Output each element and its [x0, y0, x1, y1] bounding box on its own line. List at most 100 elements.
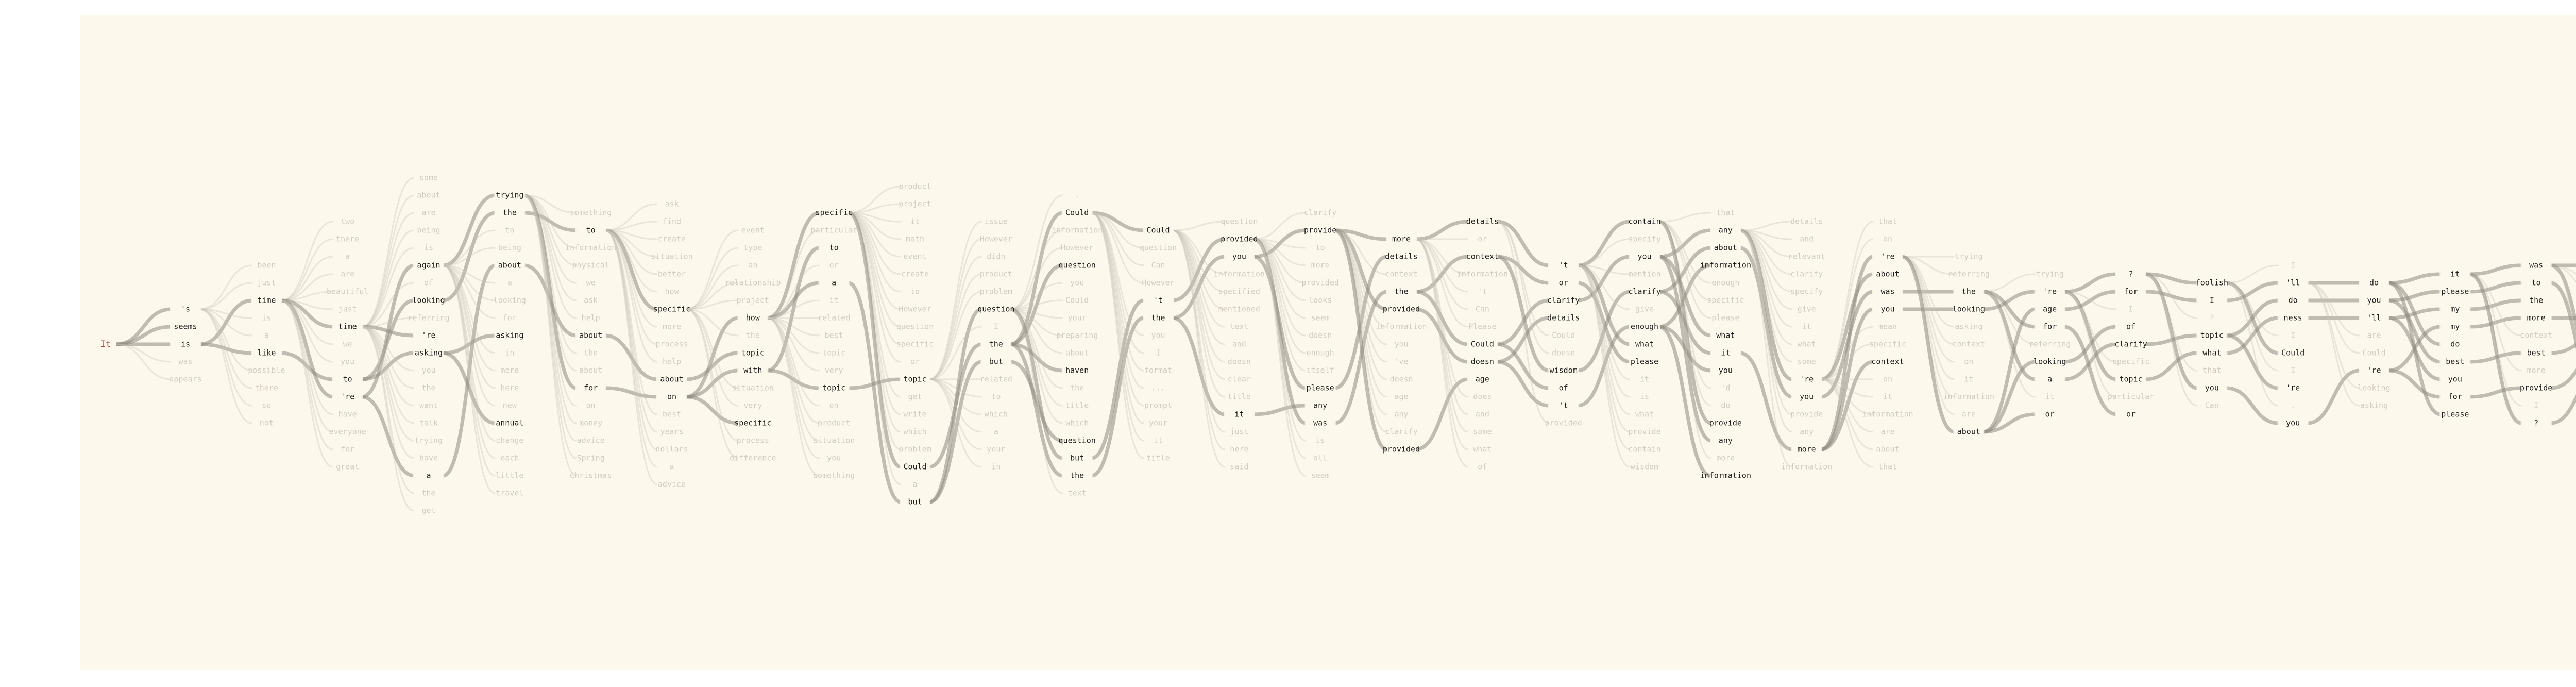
token: which — [1065, 418, 1089, 428]
edge-faint — [1172, 229, 1225, 328]
token: great — [336, 462, 359, 472]
token: best — [2446, 357, 2464, 366]
token: in — [505, 348, 514, 358]
token: Could — [2281, 348, 2304, 358]
edge-strong — [2550, 281, 2576, 350]
edge-strong — [1091, 298, 1144, 460]
edge-faint — [2064, 291, 2117, 398]
edge-strong — [767, 368, 820, 390]
token: Spring — [577, 454, 605, 463]
token-highlight — [2196, 348, 2228, 358]
edge-faint — [1010, 308, 1063, 354]
token: referring — [2029, 340, 2071, 349]
edge-faint — [443, 264, 496, 459]
token: context — [2520, 331, 2552, 340]
token: to — [829, 243, 839, 253]
token: you — [2448, 375, 2462, 384]
edge-strong — [605, 386, 658, 399]
edge-faint — [2226, 282, 2279, 407]
token-highlight — [1791, 445, 1822, 454]
token: find — [663, 217, 681, 226]
edge-faint — [1172, 229, 1225, 275]
token-highlight — [575, 226, 606, 235]
token: so — [262, 401, 271, 410]
token-highlight — [1953, 427, 1985, 437]
token: asking — [2360, 401, 2388, 410]
token: 're — [421, 331, 435, 340]
token: I — [2291, 261, 2295, 270]
token: you — [2205, 383, 2219, 393]
token: information — [565, 243, 616, 253]
token: please — [1307, 383, 1334, 393]
token: provided — [1383, 445, 1420, 454]
token-highlight — [1629, 252, 1660, 261]
token: you — [2367, 296, 2381, 305]
token: . — [2291, 401, 2295, 410]
token: information — [1781, 462, 1832, 472]
edge-faint — [929, 378, 982, 415]
token-highlight — [900, 497, 930, 507]
edge-faint — [767, 317, 820, 372]
token: you — [1880, 305, 1894, 314]
edge-faint — [1658, 221, 1711, 301]
token: you — [1232, 252, 1246, 261]
token: some — [1798, 357, 1816, 366]
token: is — [1640, 392, 1649, 401]
edge-strong — [1820, 307, 1874, 451]
token-highlight — [737, 313, 769, 323]
edge-strong — [1658, 220, 1712, 425]
token: years — [660, 427, 683, 437]
edge-strong — [2226, 316, 2279, 355]
token: clarify — [1790, 270, 1823, 279]
edge-faint — [1821, 378, 1874, 398]
token: what — [1716, 331, 1735, 340]
token: provide — [1628, 427, 1660, 437]
token-highlight — [1872, 357, 1903, 366]
token: you — [1070, 278, 1084, 288]
token: for — [341, 445, 354, 454]
token-highlight — [2439, 410, 2471, 419]
token: information — [1700, 471, 1751, 480]
token: clear — [1228, 375, 1251, 384]
token-highlight — [2196, 296, 2228, 305]
edge-faint — [2307, 282, 2360, 389]
token-highlight — [1304, 418, 1336, 428]
edge-strong — [2145, 272, 2198, 285]
edge-faint — [2145, 273, 2198, 407]
token: seems — [174, 322, 197, 331]
token-highlight — [1467, 217, 1498, 226]
token: 're — [341, 392, 354, 401]
edge-strong — [1658, 255, 1712, 443]
token: something — [570, 208, 612, 217]
edge-strong — [2064, 325, 2117, 364]
token-highlight — [1548, 278, 1579, 288]
token: please — [1631, 357, 1658, 366]
edge-faint — [686, 308, 739, 337]
edge-strong — [1982, 360, 2036, 434]
token: your — [987, 445, 1005, 454]
token: preparing — [1056, 331, 1098, 340]
token: my — [2450, 322, 2460, 331]
edge-strong — [1010, 211, 1063, 346]
token: issue — [985, 217, 1008, 226]
edge-strong — [1658, 228, 1711, 259]
token: on — [829, 401, 839, 410]
token: title — [1228, 392, 1251, 401]
edge-faint — [1172, 229, 1225, 398]
token-highlight — [900, 462, 930, 472]
edge-strong — [1821, 272, 1874, 381]
token: it — [1964, 375, 1973, 384]
edge-strong — [2064, 325, 2117, 416]
token: was — [1880, 287, 1894, 296]
token: something — [813, 471, 855, 480]
edge-strong — [1739, 228, 1793, 381]
token: it — [1234, 410, 1244, 419]
edge-faint — [1253, 238, 1307, 477]
token: for — [2043, 322, 2057, 331]
token: topic — [903, 375, 926, 384]
token: get — [421, 506, 435, 515]
edge-faint — [1010, 247, 1063, 310]
token: the — [746, 331, 760, 340]
edge-faint — [686, 264, 739, 310]
edge-faint — [1983, 291, 2036, 398]
